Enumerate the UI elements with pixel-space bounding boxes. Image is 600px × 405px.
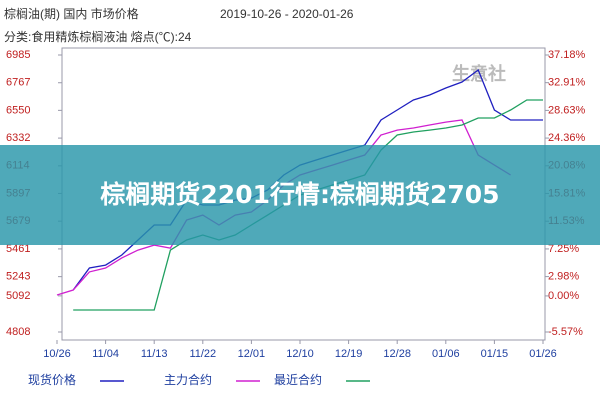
x-tick-label: 12/01: [238, 348, 266, 360]
chart-subtitle: 分类:食用精炼棕榈液油 熔点(℃):24: [4, 29, 192, 44]
legend-label: 现货价格: [28, 372, 76, 387]
x-tick-label: 12/19: [335, 348, 363, 360]
x-tick-label: 12/10: [286, 348, 314, 360]
x-tick-label: 01/26: [529, 348, 557, 360]
y2-tick-label: 2.98%: [548, 271, 579, 283]
x-tick-label: 10/26: [43, 348, 71, 360]
y-tick-label: 4808: [6, 326, 30, 338]
y-tick-label: 5243: [6, 271, 30, 283]
x-tick-label: 01/06: [432, 348, 460, 360]
date-range: 2019-10-26 - 2020-01-26: [220, 7, 354, 21]
y2-tick-label: -5.57%: [548, 326, 583, 338]
x-tick-label: 11/13: [141, 348, 168, 360]
y-tick-label: 5461: [6, 243, 30, 255]
y2-tick-label: 32.91%: [548, 77, 586, 89]
y-tick-label: 6767: [6, 77, 30, 89]
x-tick-label: 11/22: [189, 348, 216, 360]
x-tick-label: 01/15: [481, 348, 509, 360]
y-tick-label: 6332: [6, 132, 30, 144]
legend-label: 最近合约: [274, 372, 322, 387]
y-tick-label: 5092: [6, 290, 30, 302]
y-tick-label: 6550: [6, 104, 30, 116]
chart-title: 棕榈油(期) 国内 市场价格: [4, 6, 139, 21]
legend-label: 主力合约: [164, 372, 212, 387]
banner: 棕榈期货2201行情:棕榈期货2705: [0, 145, 600, 245]
x-tick-label: 11/04: [92, 348, 119, 360]
y2-tick-label: 24.36%: [548, 132, 586, 144]
y2-tick-label: 37.18%: [548, 49, 586, 61]
banner-text: 棕榈期货2201行情:棕榈期货2705: [100, 180, 500, 209]
y-tick-label: 6985: [6, 49, 30, 61]
x-tick-label: 12/28: [383, 348, 411, 360]
y2-tick-label: 7.25%: [548, 243, 579, 255]
y2-tick-label: 0.00%: [548, 290, 579, 302]
y2-tick-label: 28.63%: [548, 104, 586, 116]
